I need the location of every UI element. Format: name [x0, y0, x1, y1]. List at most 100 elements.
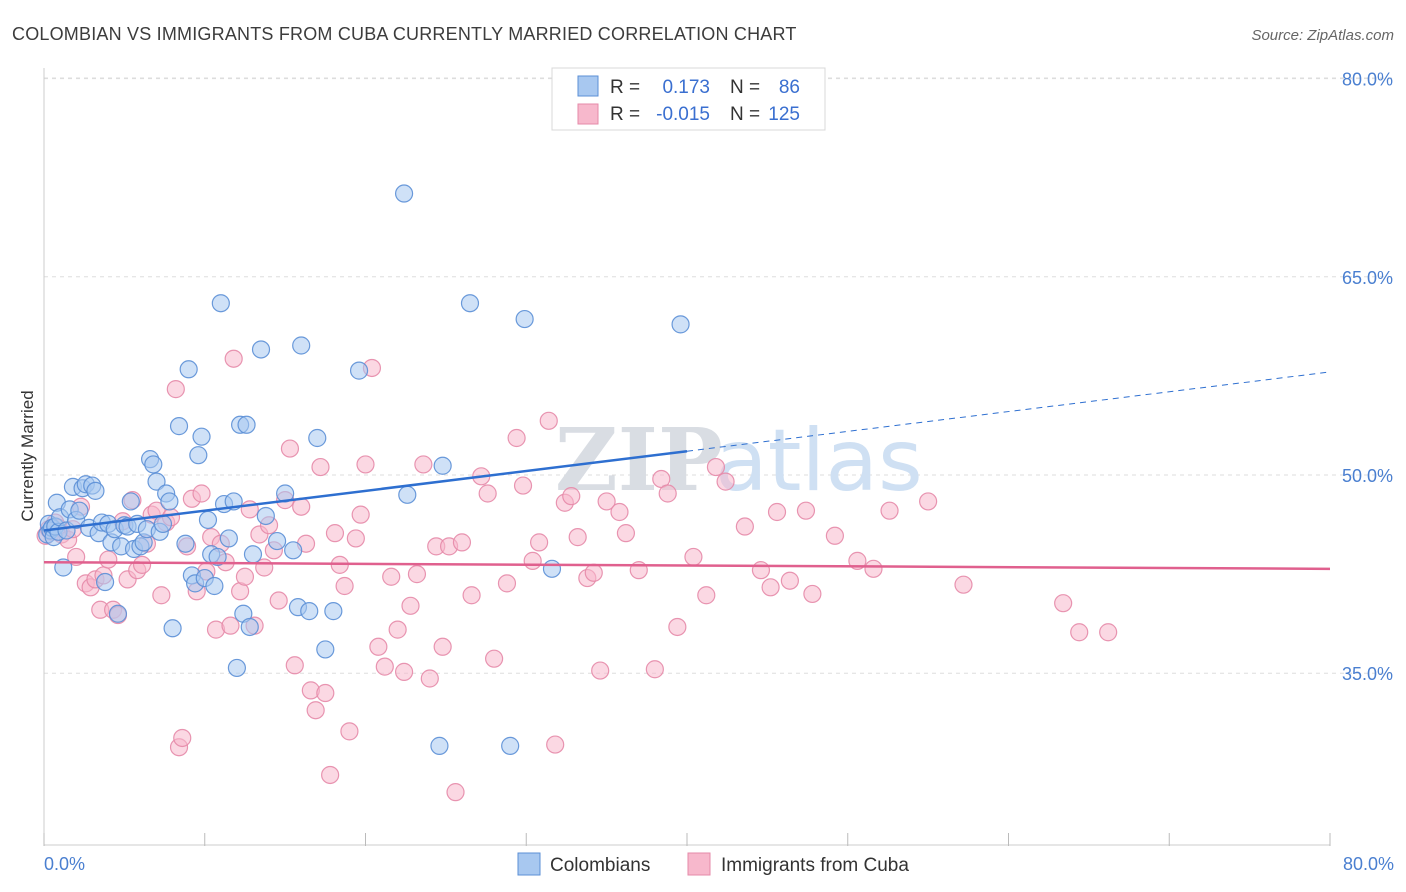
data-point-colombians: [501, 736, 520, 755]
data-point-cuba: [166, 380, 185, 399]
data-point-cuba: [591, 661, 610, 680]
bottom-legend-label-cuba: Immigrants from Cuba: [721, 855, 909, 876]
x-tick-label-max: 80.0%: [1343, 854, 1394, 874]
data-point-colombians: [671, 315, 690, 334]
trend-line-cuba: [43, 560, 1331, 571]
data-point-cuba: [1054, 594, 1073, 613]
data-point-colombians: [163, 619, 182, 638]
data-point-cuba: [478, 484, 497, 503]
data-point-cuba: [751, 561, 771, 580]
data-point-colombians: [433, 456, 452, 475]
data-point-cuba: [825, 526, 844, 545]
data-point-cuba: [767, 502, 787, 522]
series-legend: Colombians Immigrants from Cuba: [517, 852, 909, 876]
data-point-colombians: [300, 602, 319, 621]
data-point-colombians: [86, 481, 105, 500]
data-point-cuba: [356, 455, 375, 474]
data-point-cuba: [351, 505, 370, 524]
data-point-colombians: [153, 514, 173, 533]
data-point-cuba: [568, 528, 587, 547]
data-point-colombians: [147, 472, 166, 491]
data-point-cuba: [684, 547, 703, 567]
data-point-cuba: [452, 533, 472, 552]
y-tick-label: 80.0%: [1342, 70, 1393, 90]
legend-n-label-2: N =: [730, 104, 760, 125]
data-point-cuba: [335, 576, 354, 596]
data-point-cuba: [375, 657, 394, 676]
trend-line-colombians-extension: [686, 371, 1331, 452]
chart-title: COLOMBIAN VS IMMIGRANTS FROM CUBA CURREN…: [12, 24, 797, 44]
data-point-cuba: [99, 550, 118, 569]
data-point-cuba: [407, 565, 427, 584]
data-point-colombians: [460, 294, 480, 313]
x-tick-label-min: 0.0%: [44, 854, 85, 874]
y-tick-label: 65.0%: [1342, 268, 1393, 288]
legend-r-label-1: R =: [610, 77, 640, 98]
data-point-colombians: [398, 485, 417, 504]
legend-r-value-1: 0.173: [662, 77, 710, 98]
data-point-cuba: [645, 660, 664, 679]
data-point-cuba: [340, 722, 359, 741]
data-point-colombians: [256, 506, 275, 526]
legend-r-value-2: -0.015: [656, 104, 710, 125]
data-point-colombians: [394, 184, 414, 203]
data-point-cuba: [562, 487, 581, 506]
data-point-colombians: [192, 427, 211, 446]
x-ticks: [43, 833, 1331, 846]
data-point-colombians: [542, 559, 562, 578]
data-point-cuba: [497, 574, 517, 593]
data-point-cuba: [610, 502, 629, 522]
data-point-cuba: [433, 637, 452, 656]
watermark: ZIP atlas: [555, 410, 923, 511]
data-point-colombians: [176, 534, 195, 553]
data-point-cuba: [420, 669, 439, 688]
data-point-cuba: [796, 501, 816, 520]
data-point-colombians: [189, 446, 208, 465]
data-point-colombians: [144, 455, 163, 474]
data-point-cuba: [523, 551, 542, 570]
data-point-cuba: [616, 524, 636, 543]
data-point-colombians: [70, 501, 89, 520]
data-point-cuba: [414, 455, 433, 474]
data-point-colombians: [316, 640, 335, 659]
data-point-cuba: [173, 728, 192, 748]
data-point-cuba: [192, 484, 211, 503]
data-point-cuba: [706, 457, 726, 477]
data-point-colombians: [198, 510, 218, 530]
data-point-cuba: [735, 517, 754, 536]
data-point-cuba: [1099, 623, 1118, 642]
data-point-cuba: [880, 501, 899, 520]
data-point-colombians: [169, 417, 189, 436]
y-tick-labels: 80.0% 65.0% 50.0% 35.0%: [1342, 70, 1393, 685]
data-point-colombians: [219, 529, 238, 548]
data-point-colombians: [121, 492, 140, 511]
data-point-cuba: [388, 620, 407, 639]
y-axis-title: Currently Married: [18, 390, 37, 521]
data-point-cuba: [546, 735, 565, 754]
data-point-cuba: [285, 656, 304, 675]
data-point-colombians: [205, 576, 224, 596]
data-point-cuba: [864, 559, 883, 578]
data-point-cuba: [530, 533, 549, 552]
legend-n-value-1: 86: [779, 77, 800, 98]
data-point-cuba: [1070, 623, 1089, 642]
data-point-cuba: [446, 783, 465, 802]
data-point-cuba: [325, 524, 345, 543]
data-point-cuba: [321, 765, 340, 785]
legend-swatch-cuba: [577, 103, 599, 125]
data-point-cuba: [394, 662, 414, 681]
data-point-colombians: [211, 294, 230, 313]
data-point-colombians: [95, 572, 115, 592]
data-point-colombians: [160, 492, 179, 511]
legend-r-label-2: R =: [610, 104, 640, 125]
data-point-cuba: [539, 411, 558, 430]
legend-n-label-1: N =: [730, 77, 760, 98]
data-point-colombians: [515, 309, 534, 329]
data-point-colombians: [208, 547, 227, 567]
data-point-colombians: [237, 415, 256, 434]
data-point-cuba: [224, 349, 243, 368]
data-point-colombians: [292, 336, 311, 355]
data-point-colombians: [349, 361, 369, 380]
y-tick-label: 35.0%: [1342, 664, 1393, 684]
